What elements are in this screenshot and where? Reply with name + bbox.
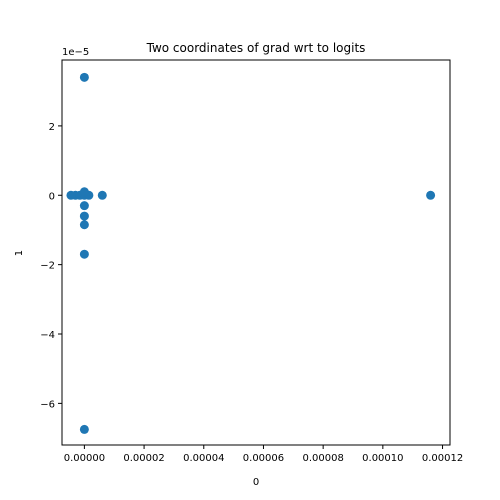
y-axis-label: 1 <box>14 250 25 256</box>
scatter-point-8 <box>79 211 89 221</box>
chart-marks <box>66 72 436 434</box>
scatter-point-12 <box>426 190 436 200</box>
axis-ticks: 0.00000 0.00002 0.00004 0.00006 0.00008 0.000… <box>40 122 463 464</box>
scatter-point-0 <box>79 72 89 82</box>
chart-title: Two coordinates of grad wrt to logits <box>146 41 366 55</box>
x-axis-label: 0 <box>253 477 259 488</box>
scatter-point-13 <box>79 424 89 434</box>
x-tick-label-4: 0.00008 <box>302 453 343 464</box>
scatter-point-6 <box>79 187 89 197</box>
scatter-point-9 <box>79 220 89 230</box>
scatter-point-7 <box>79 201 89 211</box>
x-tick-label-0: 0.00000 <box>64 453 105 464</box>
y-tick-label-2: −2 <box>40 261 55 272</box>
scatter-point-11 <box>97 190 107 200</box>
scatter-point-10 <box>79 249 89 259</box>
x-tick-label-2: 0.00004 <box>183 453 224 464</box>
plot-frame <box>61 59 451 446</box>
y-tick-label-0: 2 <box>49 122 55 133</box>
y-tick-label-1: 0 <box>49 191 55 202</box>
y-tick-label-4: −6 <box>40 399 55 410</box>
x-tick-label-5: 0.00010 <box>362 453 403 464</box>
y-tick-label-3: −4 <box>40 330 55 341</box>
x-tick-label-6: 0.00012 <box>422 453 463 464</box>
y-offset-label: 1e−5 <box>62 47 89 58</box>
x-tick-label-1: 0.00002 <box>123 453 164 464</box>
x-tick-label-3: 0.00006 <box>243 453 284 464</box>
